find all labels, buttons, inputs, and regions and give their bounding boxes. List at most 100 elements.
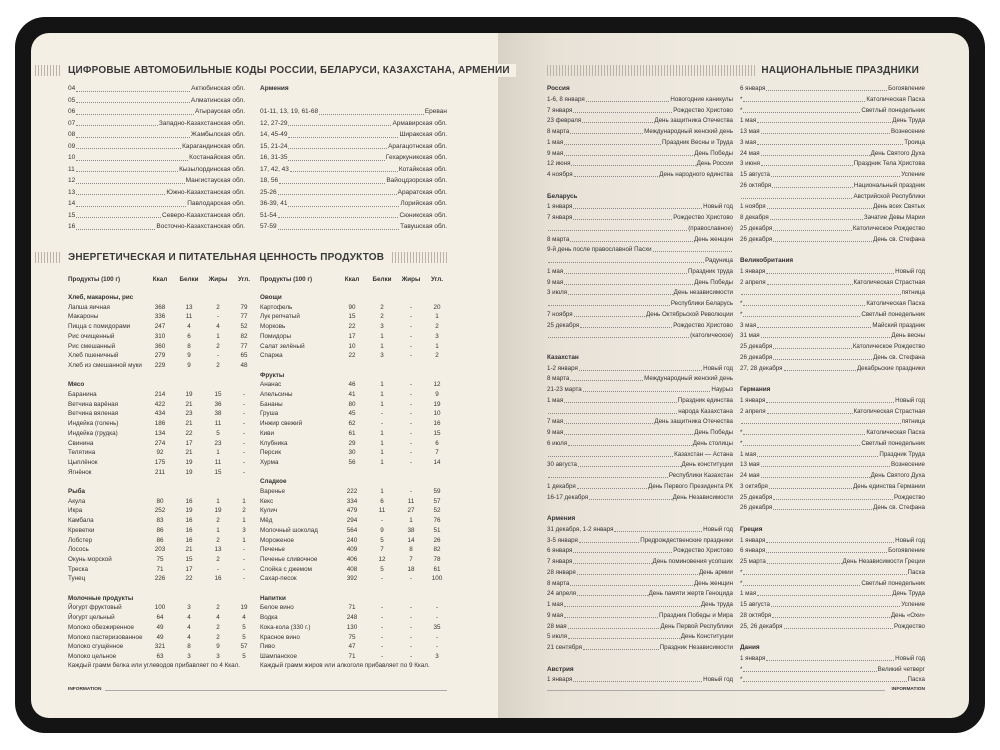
leader-row: 15, 21-24 Арагацотнская обл.: [260, 143, 447, 151]
row-label: 17, 42, 43: [260, 165, 289, 173]
row-label: 3 июня: [740, 160, 761, 168]
dot-leader: [743, 315, 861, 317]
dot-leader: [548, 477, 668, 479]
leader-row: 28 октября День «Охи»: [740, 612, 925, 619]
nutrient-value: -: [380, 633, 384, 641]
leader-row: 12, 27-29 Армавирская обл.: [260, 120, 447, 128]
nutrient-value: 1: [380, 429, 384, 437]
dot-leader: [652, 251, 732, 253]
row-value: Сюникская обл.: [399, 211, 447, 219]
nutrient-value: 71: [348, 652, 356, 660]
dot-leader: [761, 165, 853, 167]
row-value: Великий четверг: [877, 665, 925, 673]
nutrient-value: 222: [346, 488, 358, 495]
leader-row: 9-й день после православной Пасхи: [547, 247, 733, 253]
nutrient-value: 82: [433, 546, 441, 554]
row-value: Светлый понедельник: [861, 310, 925, 318]
nutrient-value: 12: [378, 555, 386, 563]
product-name: Кекс: [260, 497, 274, 505]
column-header: Ккал: [152, 276, 168, 283]
nutrient-value: 4: [216, 614, 220, 622]
row-value: День Независимости Греции: [842, 558, 925, 565]
nutrient-value: -: [242, 400, 246, 408]
row-label: 1 мая: [547, 267, 564, 275]
product-name: Белое вино: [260, 604, 294, 612]
row-label: *: [740, 300, 743, 307]
nutrient-value: 49: [156, 623, 164, 631]
row-label: 9 мая: [547, 429, 564, 436]
nutrient-value: 57: [240, 643, 248, 651]
nutrient-value: 92: [156, 449, 164, 457]
leader-row: 25 декабря Католическое Рождество: [740, 224, 925, 232]
nutrient-value: -: [409, 391, 413, 398]
row-label: *: [740, 579, 743, 587]
leader-row: Австрийской Республики: [740, 193, 925, 200]
dot-leader: [548, 455, 674, 457]
dot-leader: [75, 171, 179, 172]
nutrient-value: 64: [156, 614, 164, 622]
nutrient-value: -: [380, 420, 384, 428]
leader-row: 9 мая День Победы: [547, 279, 733, 286]
dot-leader: [589, 498, 672, 500]
nutrient-value: 56: [348, 458, 356, 466]
row-label: 4 ноября: [547, 171, 573, 178]
row-value: Костанайская обл.: [189, 154, 245, 161]
leader-row: 1 мая Праздник единства: [547, 397, 733, 404]
row-value: День Октябрьской Революции: [646, 310, 733, 318]
row-label: 28 мая: [547, 622, 567, 630]
right-page: [498, 33, 969, 718]
row-value: День защитника Отечества: [654, 117, 733, 125]
column-header: Жиры: [401, 276, 421, 283]
leader-row: 7 января День поминовения усопших: [547, 558, 733, 565]
dot-leader: [76, 228, 156, 230]
dot-leader: [582, 122, 654, 124]
nutrient-value: 252: [154, 507, 166, 515]
row-label: 04: [68, 85, 76, 92]
row-label: 15 августа: [740, 601, 770, 608]
row-label: 1 мая: [740, 590, 757, 598]
leader-row: 31 декабря, 1-2 января Новый год: [547, 526, 733, 533]
leader-row: * Пасха: [740, 569, 925, 576]
row-label: 25 декабря: [740, 224, 773, 232]
dot-leader: [76, 159, 189, 161]
row-label: 25 декабря: [547, 321, 580, 329]
product-name: Молоко обезжиренное: [68, 623, 134, 631]
leader-row: 2 апреля Католическая Страстная: [740, 279, 925, 286]
nutrient-value: 13: [185, 303, 193, 311]
leader-row: 1 мая Праздник Труда: [740, 450, 925, 458]
nutrient-value: 18: [407, 565, 415, 573]
product-name: Хлеб из смешанной муки: [68, 361, 142, 369]
nutrient-value: 11: [185, 313, 193, 321]
dot-leader: [570, 240, 694, 242]
nutrient-value: 5: [242, 633, 246, 641]
nutrient-value: 11: [214, 420, 222, 428]
row-value: народа Казахстана: [678, 407, 733, 415]
product-name: Хурма: [260, 458, 279, 466]
leader-row: 14 Павлодарская обл.: [68, 200, 245, 208]
column-header: Жиры: [208, 276, 228, 283]
row-value: День народного единства: [659, 171, 733, 178]
nutrient-value: 247: [154, 323, 166, 331]
nutrient-value: 41: [348, 391, 356, 398]
section-title: ЭНЕРГЕТИЧЕСКАЯ И ПИТАТЕЛЬНАЯ ЦЕННОСТЬ ПР…: [62, 251, 391, 264]
row-label: *: [740, 95, 743, 103]
row-label: 12 июня: [547, 160, 571, 168]
nutrient-value: 564: [346, 526, 358, 534]
row-label: 1 мая: [740, 450, 757, 458]
nutrient-value: 3: [187, 652, 191, 660]
page-footer: INFORMATION: [891, 687, 925, 692]
product-name: Молоко сгущённое: [68, 643, 124, 651]
nutrient-value: 22: [348, 352, 356, 360]
row-value: Актюбинская обл.: [191, 85, 245, 92]
group-heading: Овощи: [260, 294, 282, 301]
leader-row: 8 декабря Зачатие Девы Марии: [740, 214, 925, 221]
leader-row: 25 марта День Независимости Греции: [740, 558, 925, 565]
leader-row: 24 мая День Святого Духа: [740, 150, 925, 157]
footer-rule: [547, 690, 885, 691]
nutrient-value: 62: [348, 420, 356, 428]
leader-row: 21 сентября Праздник Независимости: [547, 644, 733, 651]
dot-leader: [580, 326, 673, 328]
nutrient-value: 22: [348, 323, 356, 331]
nutrient-value: 1: [380, 449, 384, 457]
nutrient-value: 14: [433, 458, 441, 466]
